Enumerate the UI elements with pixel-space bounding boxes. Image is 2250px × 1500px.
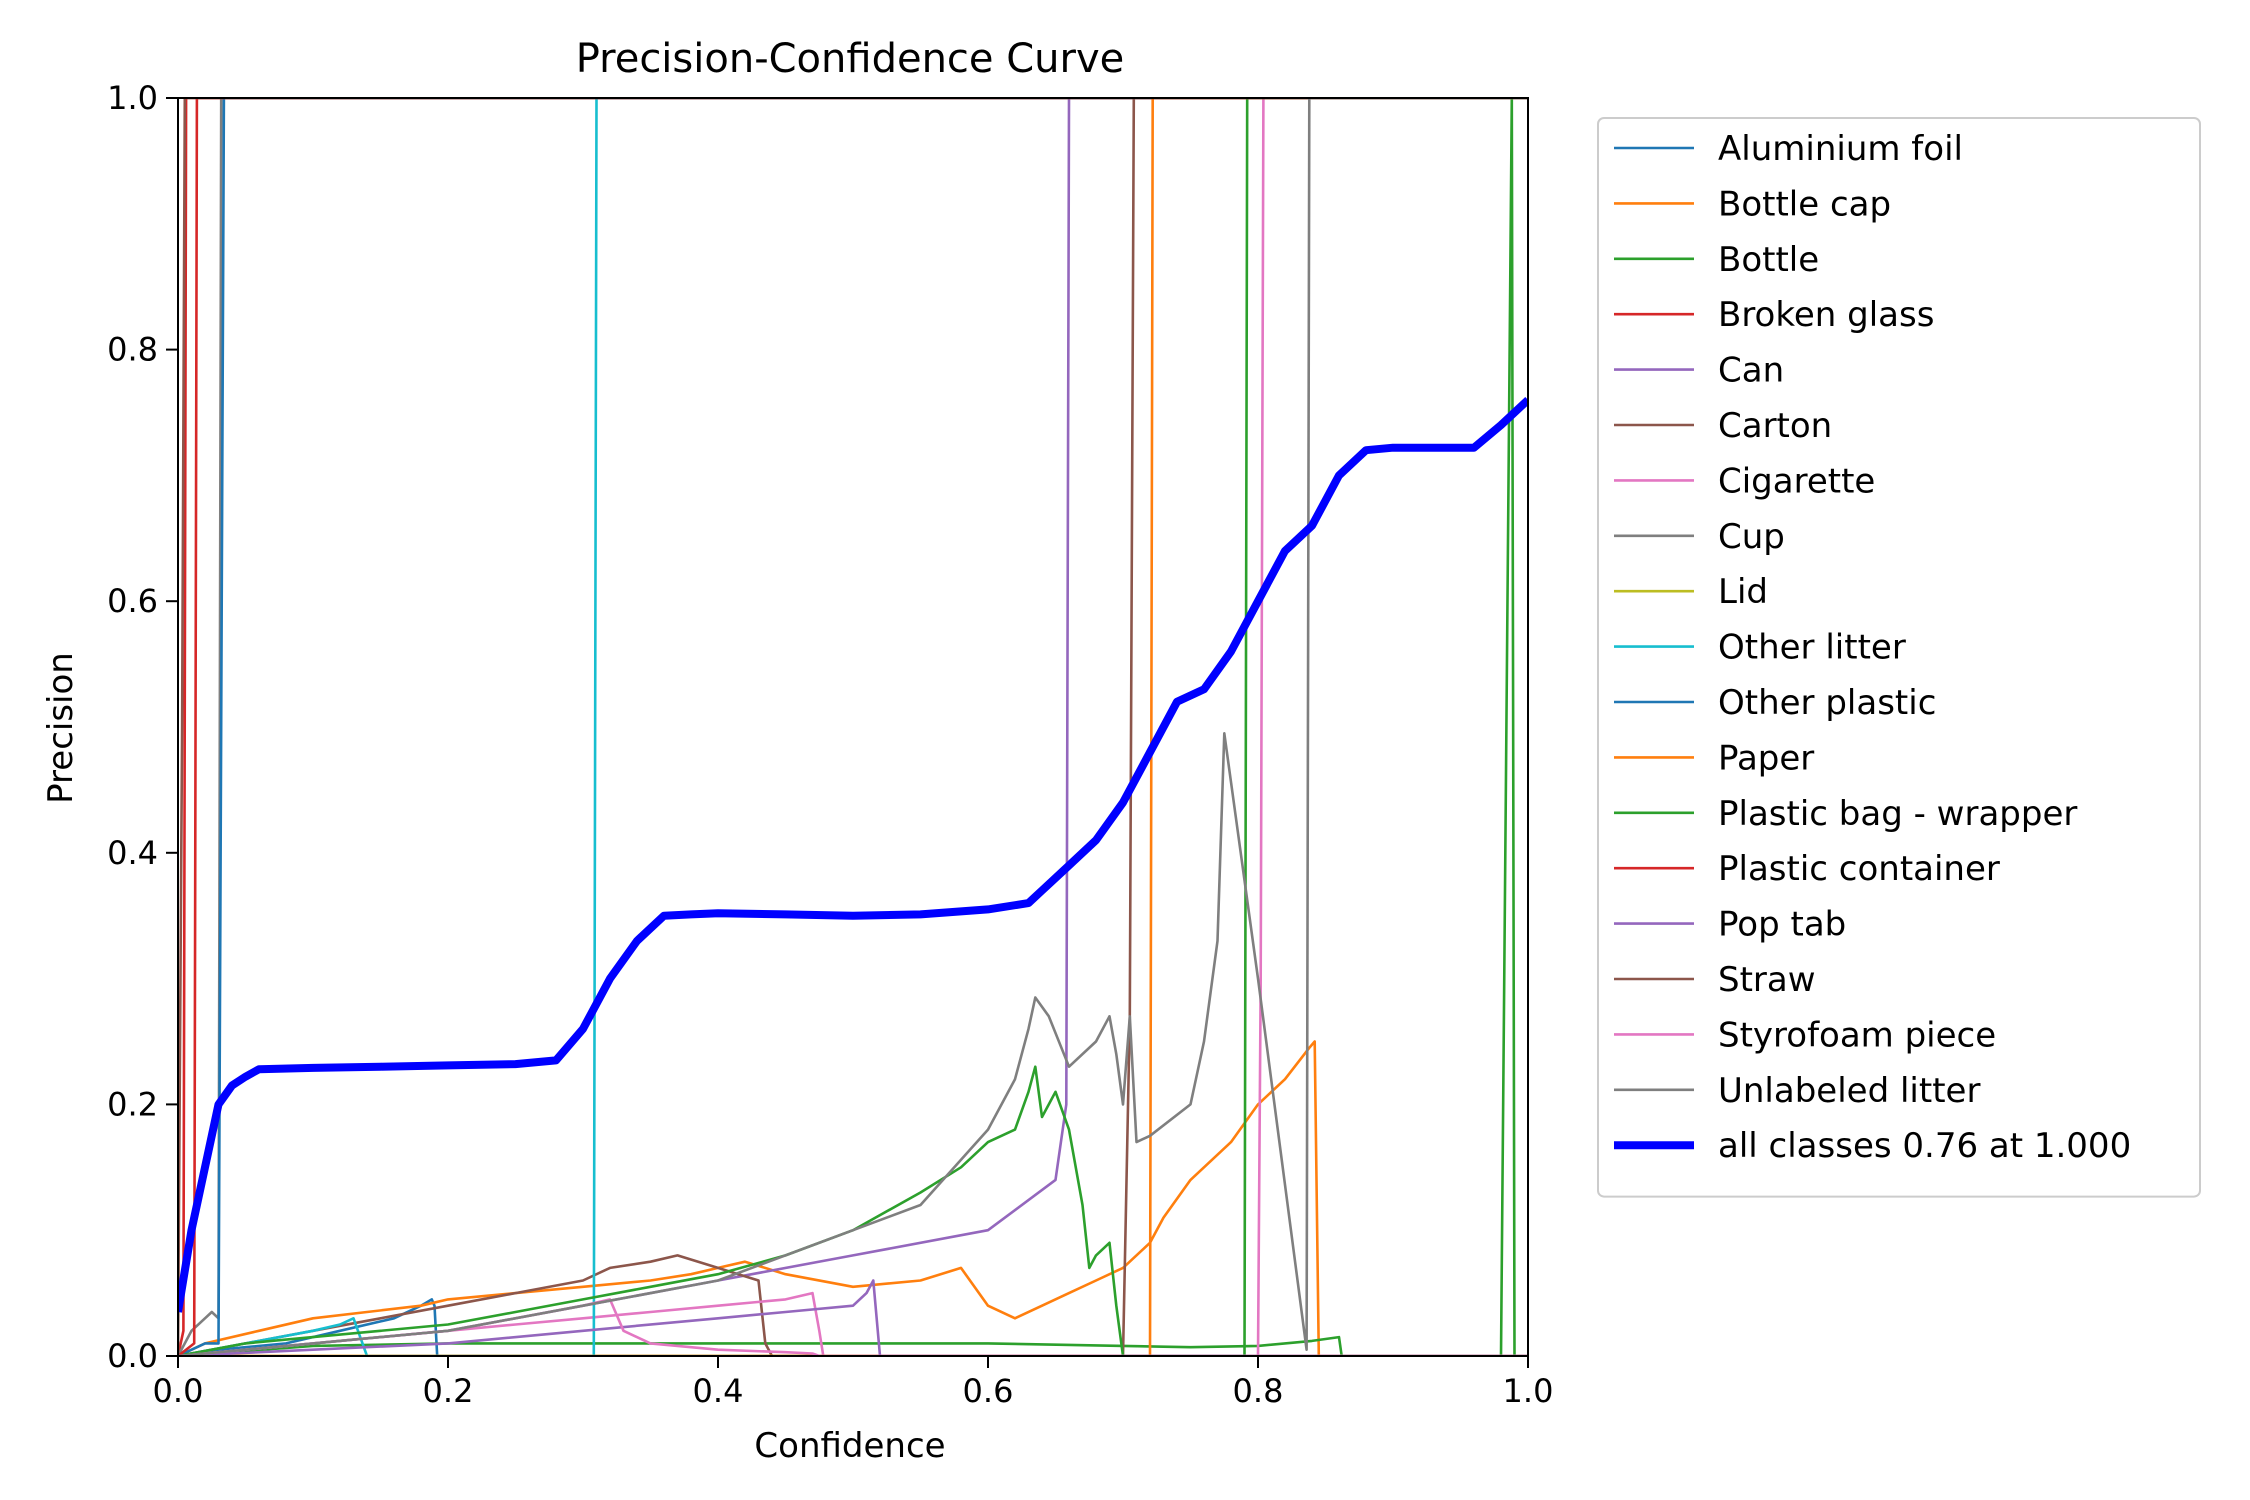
legend-label: Pop tab [1718,905,1846,945]
legend-label: Other plastic [1718,683,1936,723]
series-line-5 [178,98,1528,1356]
series-line-7 [178,98,1528,1356]
axes: 0.0 0.2 0.4 0.6 0.8 1.0 0.0 0.2 0.4 0.6 0.8 1.0 [107,79,1553,1410]
legend-label: Styrofoam piece [1718,1015,1996,1055]
series-line-2 [178,98,1528,1356]
series-line-1 [178,1040,1528,1356]
series-line-13 [178,98,1528,1356]
series-line-18 [178,396,1528,1313]
legend-label: Lid [1718,572,1768,612]
legend-label: Plastic bag - wrapper [1718,794,2077,834]
series-group [178,98,1528,1356]
series-line-15 [178,98,1528,1356]
legend-label: Broken glass [1718,295,1934,335]
legend-label: Aluminium foil [1718,129,1963,169]
legend-label: Plastic container [1718,849,2000,889]
series-line-10 [178,98,1528,1356]
legend-label: Cigarette [1718,461,1875,501]
x-tick-label: 0.6 [963,1372,1014,1410]
plot-area [178,98,1528,1356]
series-line-9 [178,98,1528,1356]
y-tick-label: 0.6 [107,582,158,620]
legend-label: Unlabeled litter [1718,1071,1980,1111]
plot-frame [177,97,1529,1357]
chart-title: Precision-Confidence Curve [576,36,1125,82]
y-tick-label: 0.2 [107,1085,158,1123]
legend-label: Straw [1718,960,1816,1000]
legend-label: Cup [1718,517,1785,557]
legend-label: Can [1718,351,1784,391]
legend-label: all classes 0.76 at 1.000 [1718,1126,2131,1166]
legend-label: Bottle cap [1718,184,1891,224]
y-axis-label: Precision [41,652,81,804]
x-axis-label: Confidence [754,1426,945,1466]
x-tick-label: 0.0 [153,1372,204,1410]
legend-frame [1597,117,2201,1198]
series-line-17 [178,98,1528,1356]
x-tick-label: 0.8 [1233,1372,1284,1410]
x-tick-label: 0.2 [423,1372,474,1410]
x-tick-label: 0.4 [693,1372,744,1410]
y-tick-label: 0.0 [107,1337,158,1375]
x-tick-label: 1.0 [1503,1372,1554,1410]
legend: Aluminium foil Bottle cap Bottle Broken gla… [1597,117,2201,1198]
series-line-12 [178,98,1528,1356]
legend-label: Paper [1718,738,1814,778]
legend-label: Bottle [1718,240,1819,280]
y-tick-label: 0.4 [107,834,158,872]
legend-label: Carton [1718,406,1832,446]
y-tick-label: 1.0 [107,79,158,117]
y-tick-label: 0.8 [107,331,158,369]
series-line-3 [178,98,1528,1356]
legend-label: Other litter [1718,628,1906,668]
series-line-14 [178,1279,1528,1356]
